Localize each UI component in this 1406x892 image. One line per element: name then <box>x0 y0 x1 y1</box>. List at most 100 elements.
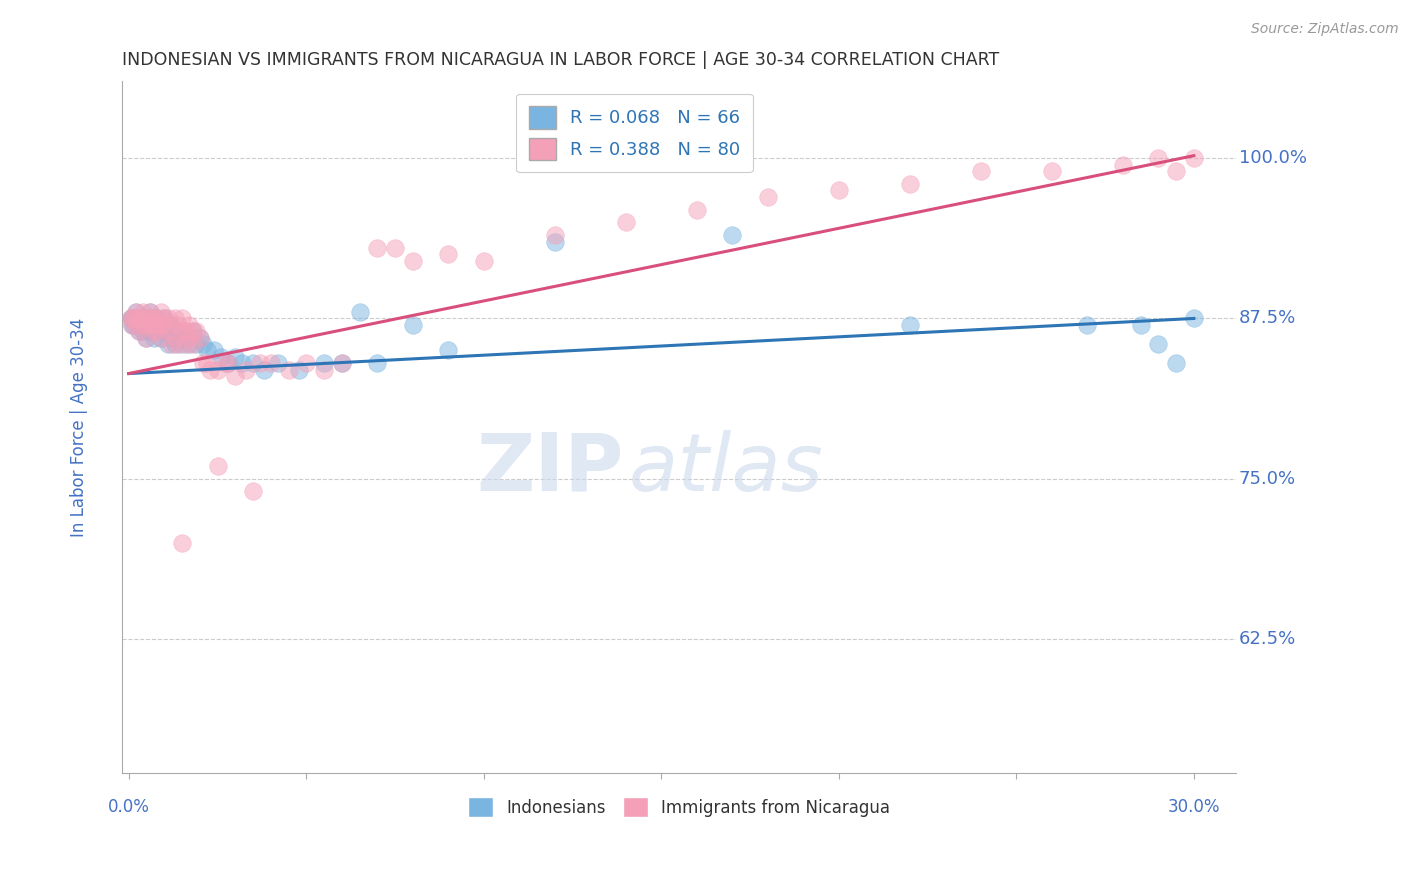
Point <box>235 362 257 376</box>
Point <box>181 324 204 338</box>
Point <box>174 331 197 345</box>
Legend: Indonesians, Immigrants from Nicaragua: Indonesians, Immigrants from Nicaragua <box>461 790 897 824</box>
Point <box>160 318 183 332</box>
Point <box>121 318 143 332</box>
Text: In Labor Force | Age 30-34: In Labor Force | Age 30-34 <box>70 318 89 537</box>
Point <box>217 356 239 370</box>
Point <box>209 350 232 364</box>
Point <box>128 311 150 326</box>
Point <box>146 324 169 338</box>
Point <box>384 241 406 255</box>
Point <box>149 331 172 345</box>
Point <box>330 356 353 370</box>
Point <box>828 183 851 197</box>
Point <box>163 324 186 338</box>
Text: 87.5%: 87.5% <box>1239 310 1296 327</box>
Point <box>128 311 150 326</box>
Point <box>128 318 150 332</box>
Point <box>288 362 311 376</box>
Point <box>174 337 197 351</box>
Point <box>146 318 169 332</box>
Point <box>142 311 165 326</box>
Point <box>146 324 169 338</box>
Point <box>202 343 225 358</box>
Point <box>132 311 155 326</box>
Point <box>135 331 157 345</box>
Point <box>193 337 215 351</box>
Point <box>122 311 145 326</box>
Point <box>898 177 921 191</box>
Point <box>146 311 169 326</box>
Point <box>402 318 425 332</box>
Point <box>181 337 204 351</box>
Point <box>544 235 567 249</box>
Point <box>260 356 283 370</box>
Point <box>156 337 179 351</box>
Point <box>167 331 190 345</box>
Point <box>121 311 143 326</box>
Point <box>153 324 176 338</box>
Point <box>122 318 145 332</box>
Point <box>135 318 157 332</box>
Text: atlas: atlas <box>628 430 824 508</box>
Point <box>437 247 460 261</box>
Point <box>153 311 176 326</box>
Point <box>898 318 921 332</box>
Point <box>1112 158 1135 172</box>
Point <box>142 331 165 345</box>
Point <box>149 331 172 345</box>
Point <box>1147 151 1170 165</box>
Point <box>156 311 179 326</box>
Point <box>163 331 186 345</box>
Point <box>132 318 155 332</box>
Point <box>295 356 318 370</box>
Point <box>217 356 239 370</box>
Point <box>160 337 183 351</box>
Point <box>224 369 246 384</box>
Point <box>149 305 172 319</box>
Point <box>249 356 271 370</box>
Point <box>120 311 142 326</box>
Point <box>177 318 200 332</box>
Point <box>1182 151 1205 165</box>
Point <box>614 215 637 229</box>
Point <box>135 318 157 332</box>
Point <box>312 356 335 370</box>
Point <box>544 228 567 243</box>
Point <box>231 356 253 370</box>
Point <box>177 331 200 345</box>
Point <box>174 324 197 338</box>
Point <box>125 311 148 326</box>
Point <box>139 311 162 326</box>
Point <box>267 356 290 370</box>
Text: 62.5%: 62.5% <box>1239 630 1296 648</box>
Point <box>214 356 236 370</box>
Point <box>121 318 143 332</box>
Point <box>142 318 165 332</box>
Point <box>167 337 190 351</box>
Point <box>149 318 172 332</box>
Text: 30.0%: 30.0% <box>1167 798 1220 816</box>
Point <box>132 318 155 332</box>
Point <box>139 324 162 338</box>
Point <box>1164 164 1187 178</box>
Point <box>132 324 155 338</box>
Point <box>686 202 709 217</box>
Point <box>349 305 371 319</box>
Point <box>167 318 190 332</box>
Point <box>139 311 162 326</box>
Point <box>149 318 172 332</box>
Point <box>120 311 142 326</box>
Point <box>177 337 200 351</box>
Point <box>207 458 229 473</box>
Point <box>186 337 208 351</box>
Point <box>170 535 193 549</box>
Point <box>135 311 157 326</box>
Point <box>437 343 460 358</box>
Point <box>163 337 186 351</box>
Point <box>142 318 165 332</box>
Point <box>970 164 993 178</box>
Point <box>139 305 162 319</box>
Point <box>188 331 211 345</box>
Point <box>312 362 335 376</box>
